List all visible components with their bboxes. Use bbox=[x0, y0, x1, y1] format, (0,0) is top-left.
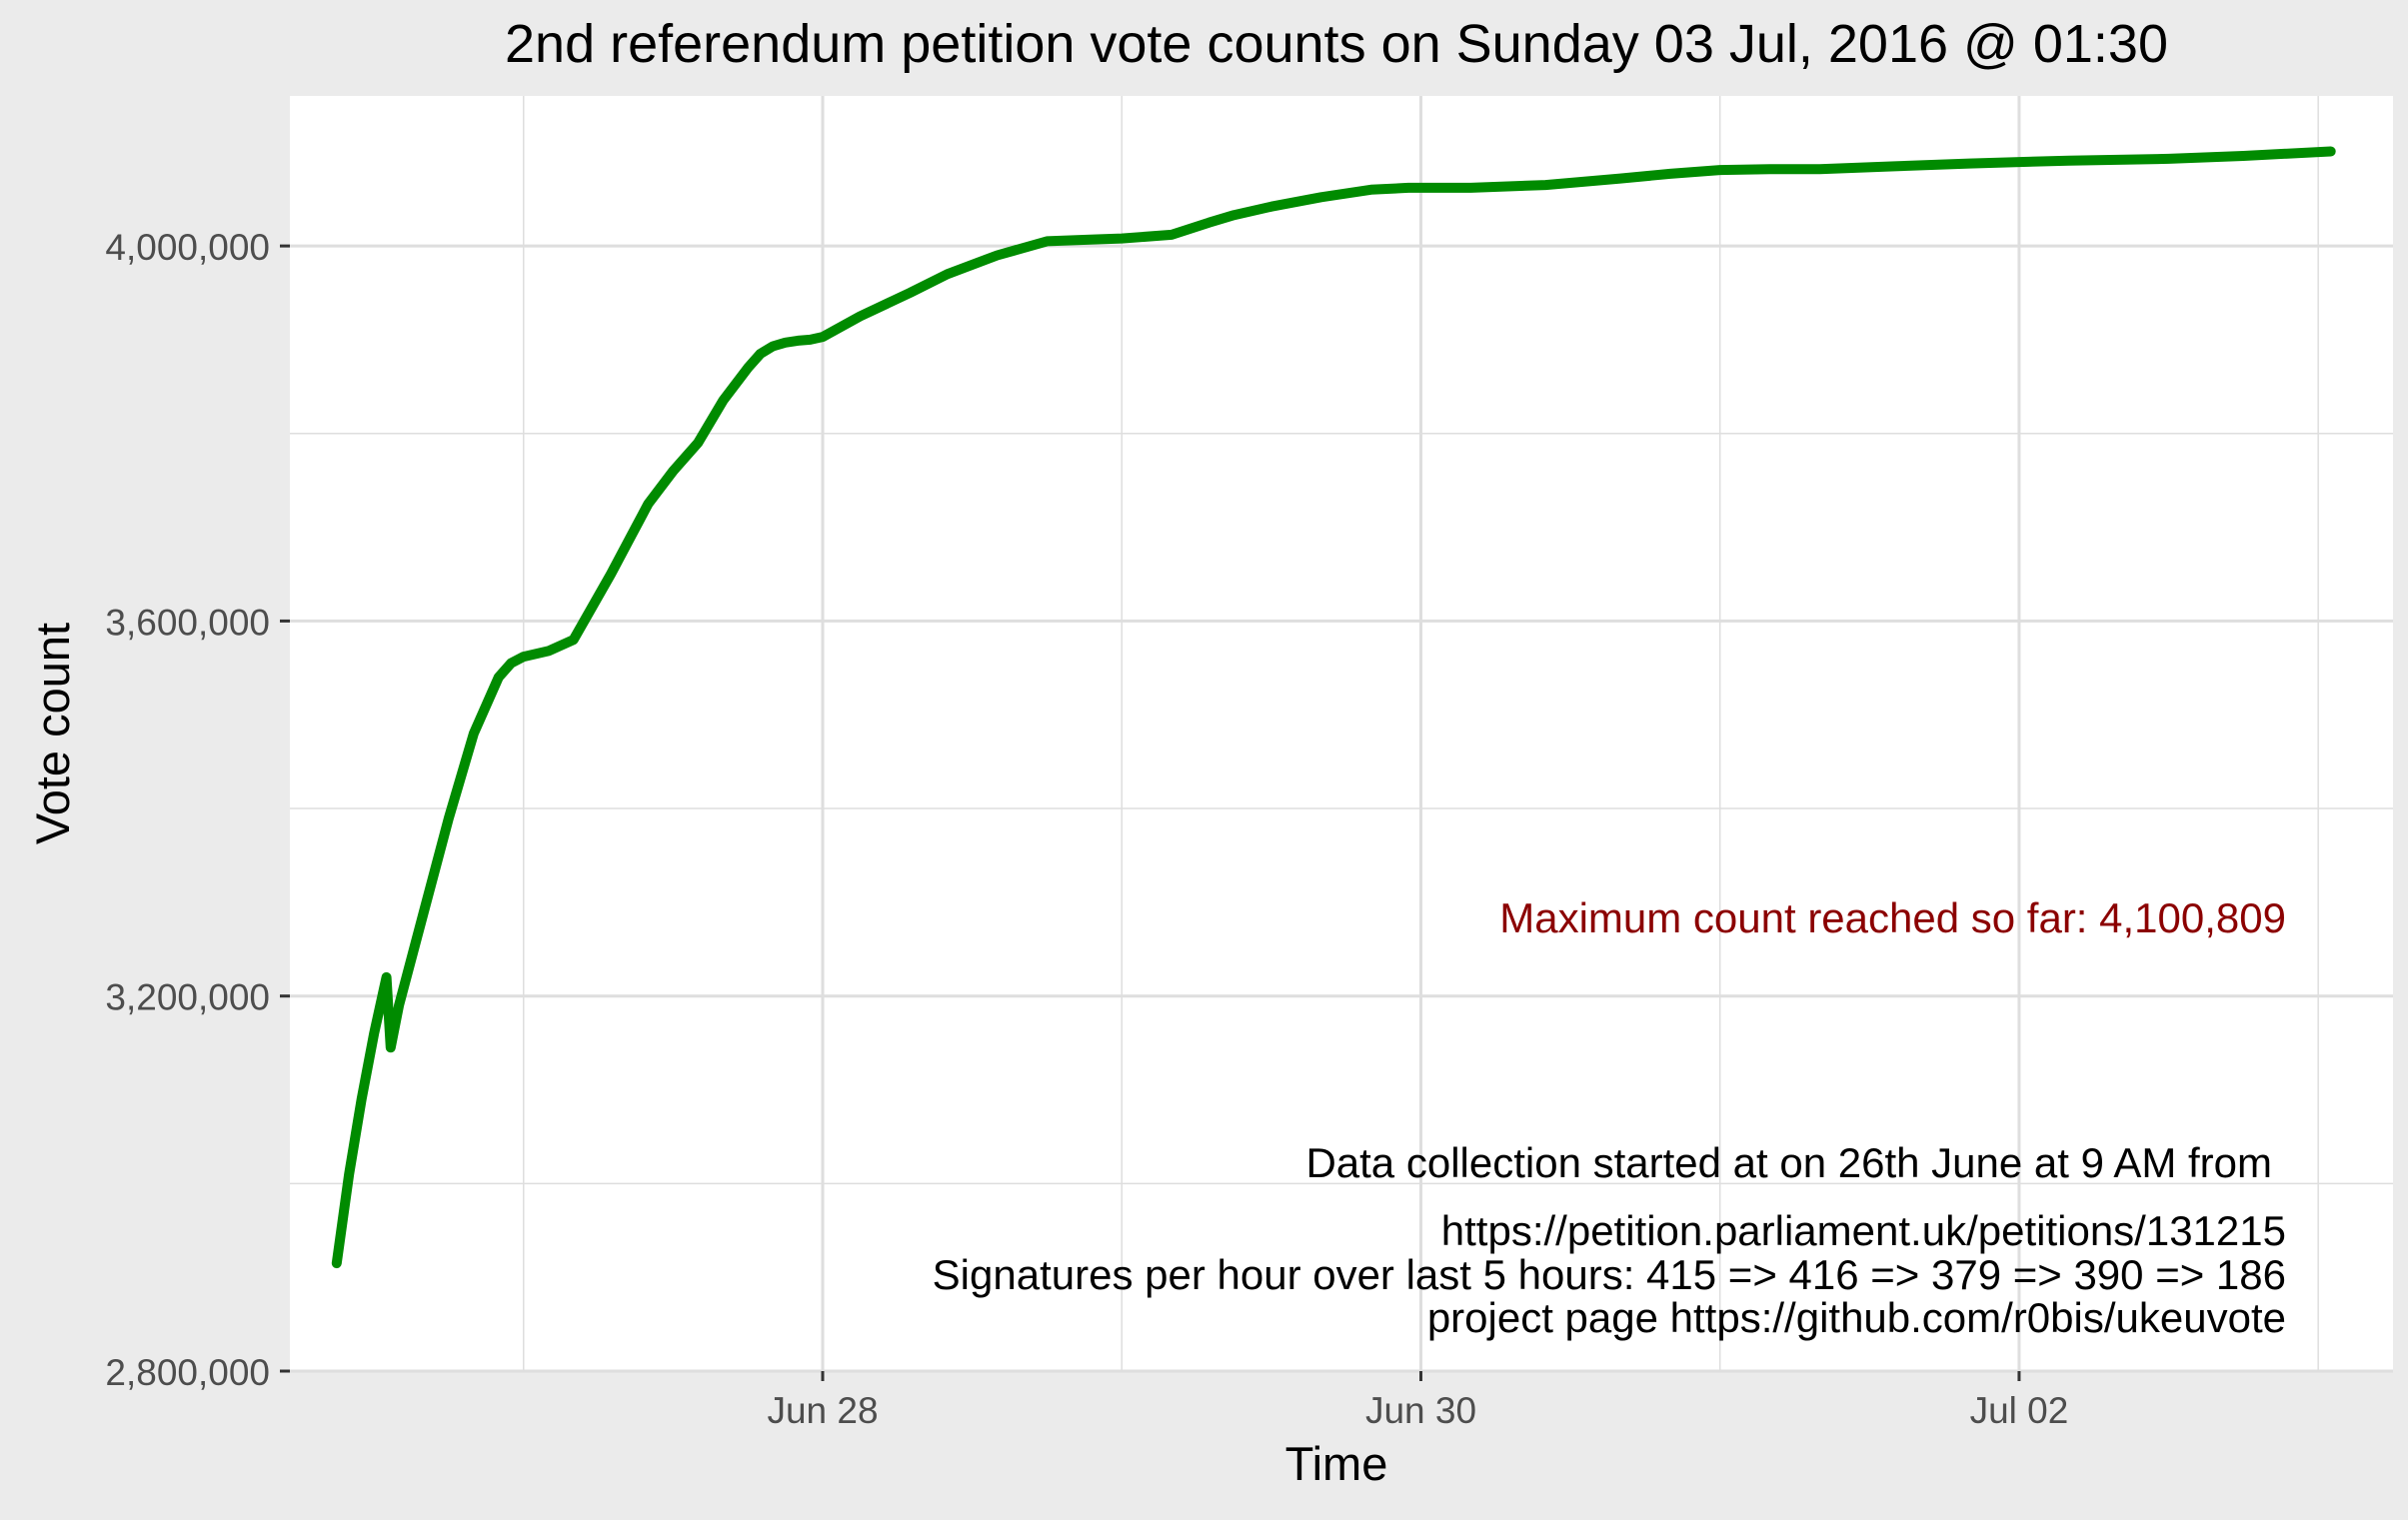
info-line-2: https://petition.parliament.uk/petitions… bbox=[1441, 1207, 2286, 1254]
x-tick-label: Jul 02 bbox=[1970, 1390, 2069, 1431]
y-tick-label: 2,800,000 bbox=[105, 1352, 270, 1393]
plot-panel bbox=[290, 96, 2393, 1371]
series-line-vote-count bbox=[331, 146, 2336, 1269]
axes: 2,800,000 3,200,000 3,600,000 4,000,000 Jun … bbox=[105, 227, 2068, 1431]
info-line-1: Data collection started at on 26th June … bbox=[1305, 1139, 2272, 1186]
info-line-4: project page https://github.com/r0bis/uk… bbox=[1427, 1294, 2286, 1341]
x-tick-label: Jun 28 bbox=[767, 1390, 878, 1431]
x-axis-title: Time bbox=[1285, 1437, 1388, 1490]
y-tick-label: 3,600,000 bbox=[105, 602, 270, 643]
chart-title: 2nd referendum petition vote counts on S… bbox=[505, 14, 2168, 74]
info-line-3: Signatures per hour over last 5 hours: 4… bbox=[933, 1251, 2286, 1298]
x-tick-label: Jun 30 bbox=[1365, 1390, 1476, 1431]
y-axis-title: Vote count bbox=[26, 623, 79, 844]
y-tick-label: 3,200,000 bbox=[105, 977, 270, 1018]
y-tick-label: 4,000,000 bbox=[105, 227, 270, 268]
grid-lines bbox=[290, 96, 2393, 1373]
max-count-annotation: Maximum count reached so far: 4,100,809 bbox=[1499, 894, 2286, 941]
